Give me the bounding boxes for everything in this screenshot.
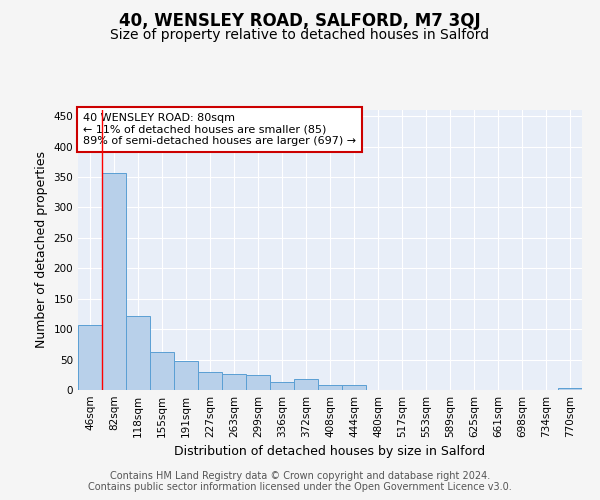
Text: Contains HM Land Registry data © Crown copyright and database right 2024.
Contai: Contains HM Land Registry data © Crown c… [88, 471, 512, 492]
Bar [294, 379, 318, 390]
Bar [246, 375, 270, 390]
Bar [318, 385, 342, 390]
Y-axis label: Number of detached properties: Number of detached properties [35, 152, 48, 348]
Bar [150, 352, 174, 390]
Text: Size of property relative to detached houses in Salford: Size of property relative to detached ho… [110, 28, 490, 42]
Text: 40 WENSLEY ROAD: 80sqm
← 11% of detached houses are smaller (85)
89% of semi-det: 40 WENSLEY ROAD: 80sqm ← 11% of detached… [83, 113, 356, 146]
Bar [174, 361, 198, 390]
X-axis label: Distribution of detached houses by size in Salford: Distribution of detached houses by size … [175, 446, 485, 458]
Text: 40, WENSLEY ROAD, SALFORD, M7 3QJ: 40, WENSLEY ROAD, SALFORD, M7 3QJ [119, 12, 481, 30]
Bar [198, 372, 222, 390]
Bar [78, 326, 102, 390]
Bar [102, 172, 126, 390]
Bar [222, 374, 246, 390]
Bar [126, 316, 150, 390]
Bar [558, 388, 582, 390]
Bar [270, 382, 294, 390]
Bar [342, 385, 366, 390]
